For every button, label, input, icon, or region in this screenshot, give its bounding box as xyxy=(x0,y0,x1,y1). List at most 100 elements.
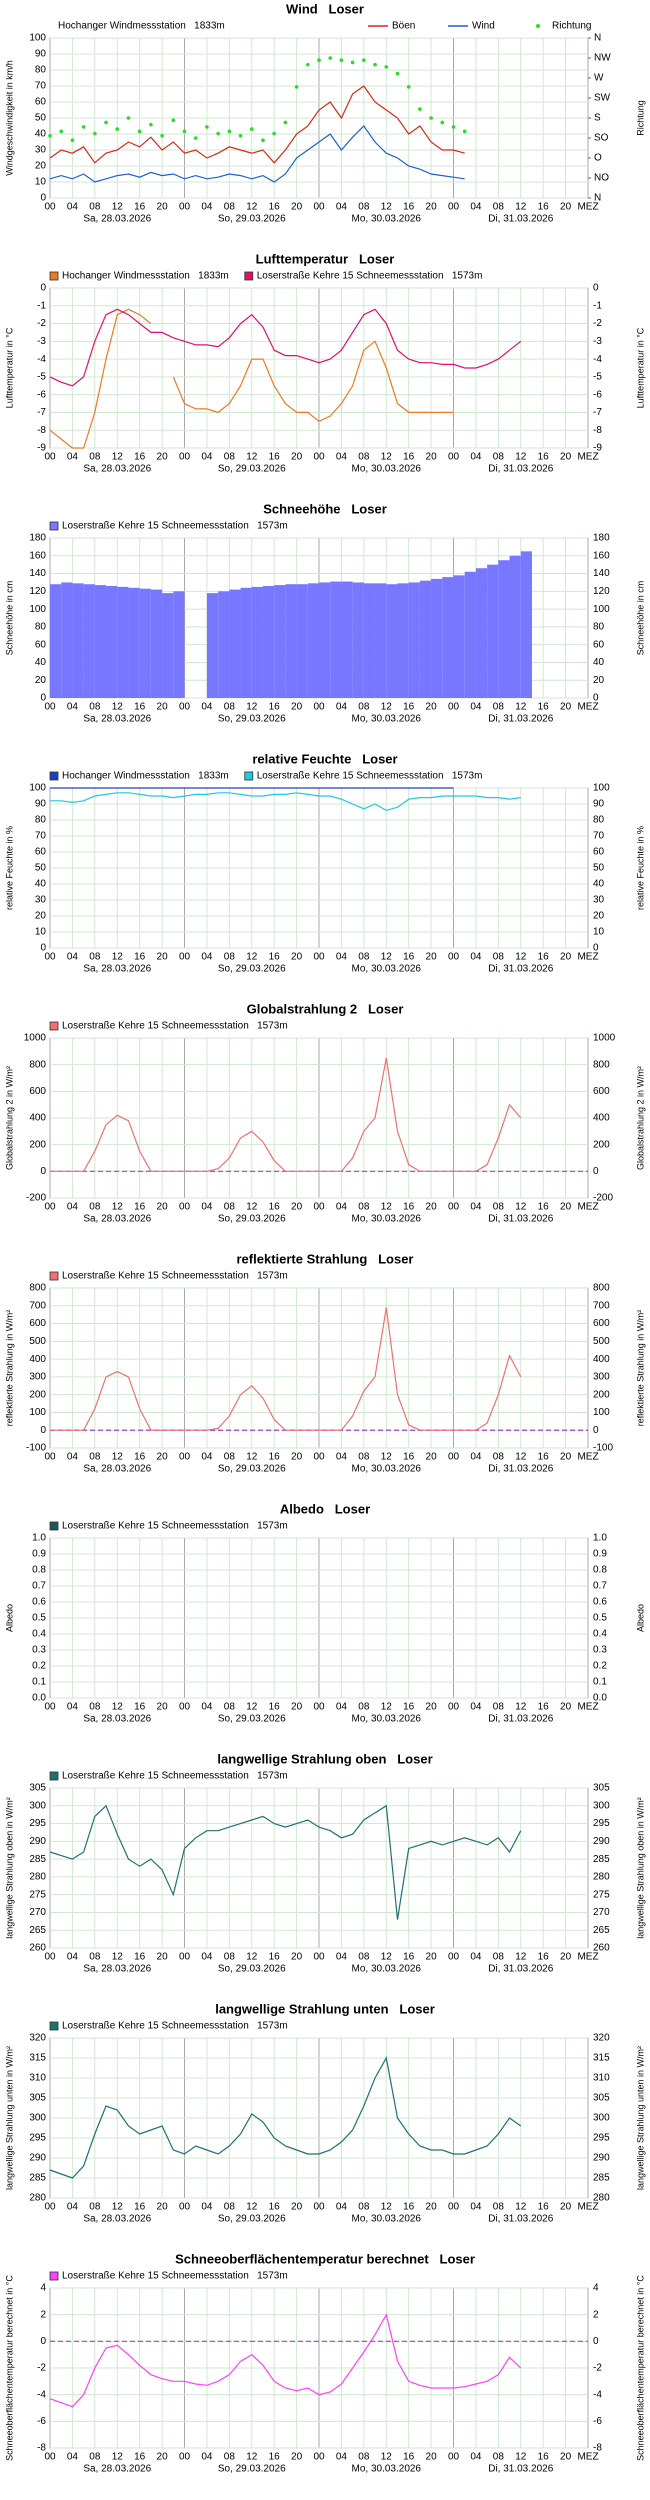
y-tick-label: 0 xyxy=(40,2336,46,2347)
day-label: Sa, 28.03.2026 xyxy=(83,964,151,975)
x-tick-label: 00 xyxy=(179,2202,191,2213)
area-bar xyxy=(229,589,241,698)
x-tick-label: 00 xyxy=(44,1952,56,1963)
x-tick-label: 20 xyxy=(426,202,438,213)
y-tick-label: -200 xyxy=(26,1193,46,1204)
area-bar xyxy=(150,589,163,698)
area-bar xyxy=(117,586,129,698)
y2-tick-label: 0.6 xyxy=(593,1597,607,1608)
day-label: Di, 31.03.2026 xyxy=(488,1214,553,1225)
x-tick-label: 00 xyxy=(179,202,191,213)
y-tick-label: 40 xyxy=(35,657,47,668)
x-tick-label: 16 xyxy=(269,1452,281,1463)
x-tick-label: 04 xyxy=(201,952,213,963)
day-label: So, 29.03.2026 xyxy=(218,964,286,975)
y-tick-label: 290 xyxy=(29,1836,46,1847)
x-tick-label: 04 xyxy=(336,702,348,713)
direction-dot xyxy=(440,120,445,125)
x-tick-label: 00 xyxy=(448,452,460,463)
y-tick-label: 0.4 xyxy=(32,1629,46,1640)
y-tick-label: 80 xyxy=(35,815,47,826)
x-tick-label: 08 xyxy=(493,202,505,213)
y2-tick-label: 1000 xyxy=(593,1033,616,1044)
day-label: Di, 31.03.2026 xyxy=(488,964,553,975)
day-label: Sa, 28.03.2026 xyxy=(83,464,151,475)
y2-tick-label: 0 xyxy=(593,943,599,954)
x-tick-label: 08 xyxy=(493,452,505,463)
y2-tick-label: 0.9 xyxy=(593,1549,607,1560)
y-tick-label: -6 xyxy=(37,2416,46,2427)
x-tick-label: 12 xyxy=(381,2452,393,2463)
day-label: Sa, 28.03.2026 xyxy=(83,2464,151,2475)
x-tick-label: 20 xyxy=(291,202,303,213)
y2-tick-label: 0.2 xyxy=(593,1661,607,1672)
y2-tick-label: 300 xyxy=(593,1800,610,1811)
x-tick-label: 12 xyxy=(381,2202,393,2213)
x-tick-label: 12 xyxy=(515,452,527,463)
area-bar xyxy=(453,575,465,698)
legend-label: Böen xyxy=(392,21,415,32)
x-tick-label: 08 xyxy=(89,1952,101,1963)
area-bar xyxy=(61,582,73,698)
y2-tick-label: 290 xyxy=(593,2153,610,2164)
y-axis-title: Windgeschwindigkeit in km/h xyxy=(4,60,14,176)
x-tick-label: 12 xyxy=(246,452,258,463)
x-tick-label: 12 xyxy=(246,1452,258,1463)
y-axis-title: Albedo xyxy=(4,1604,14,1632)
x-tick-label: 12 xyxy=(112,1702,124,1713)
x-tick-label: 16 xyxy=(538,452,550,463)
y-tick-label: 60 xyxy=(35,847,47,858)
chart-title: Schneehöhe Loser xyxy=(263,501,387,516)
direction-dot xyxy=(429,116,433,120)
x-tick-label: 08 xyxy=(358,702,370,713)
y-axis-title: Lufttemperatur in °C xyxy=(4,327,14,408)
y2-tick-label: 120 xyxy=(593,586,610,597)
x-tick-label: 20 xyxy=(426,952,438,963)
x-tick-label: 08 xyxy=(89,1452,101,1463)
x-tick-label: 08 xyxy=(493,1952,505,1963)
x-tick-label: 20 xyxy=(291,1202,303,1213)
x-tick-label: 04 xyxy=(67,2202,79,2213)
chart-panel: Albedo Loser 00 04 08 12 16 20 00 04 08 12 16 20 00 04… xyxy=(4,1501,645,1724)
y-tick-label: 10 xyxy=(35,177,47,188)
x-tick-label: 20 xyxy=(426,702,438,713)
x-tick-label: 16 xyxy=(269,952,281,963)
area-bar xyxy=(83,584,95,698)
y2-tick-label: 400 xyxy=(593,1113,610,1124)
y-axis-title: Globalstrahlung 2 in W/m² xyxy=(4,1066,14,1170)
y2-tick-label: 295 xyxy=(593,1818,610,1829)
x-tick-label: 16 xyxy=(403,2202,415,2213)
y-tick-label: 90 xyxy=(35,49,47,60)
legend-label: Wind xyxy=(472,21,495,32)
y2-tick-label: 100 xyxy=(593,604,610,615)
day-label: Mo, 30.03.2026 xyxy=(352,464,422,475)
x-tick-label: 16 xyxy=(269,1202,281,1213)
x-tick-label: 16 xyxy=(134,1202,146,1213)
y2-tick-label: -2 xyxy=(593,2363,602,2374)
day-label: Mo, 30.03.2026 xyxy=(352,1464,422,1475)
x-tick-label: 20 xyxy=(157,702,169,713)
x-tick-label: 00 xyxy=(448,1202,460,1213)
y2-axis-title: reflektierte Strahlung in W/m² xyxy=(635,1310,645,1427)
y-tick-label: 275 xyxy=(29,1889,46,1900)
x-tick-label: 20 xyxy=(291,952,303,963)
x-tick-label: 20 xyxy=(560,1202,572,1213)
series-line xyxy=(49,2313,522,2408)
y2-tick-label: 300 xyxy=(593,1372,610,1383)
day-label: So, 29.03.2026 xyxy=(218,1464,286,1475)
x-tick-label: 16 xyxy=(269,1952,281,1963)
x-tick-label: 00 xyxy=(179,1952,191,1963)
legend-swatch xyxy=(49,2271,59,2281)
y-tick-label: 260 xyxy=(29,1943,46,1954)
x-tick-label: 12 xyxy=(112,952,124,963)
day-label: Sa, 28.03.2026 xyxy=(83,1714,151,1725)
y-tick-label: 1000 xyxy=(24,1033,47,1044)
x-tick-label: 04 xyxy=(336,2202,348,2213)
x-tick-label: MEZ xyxy=(577,952,598,963)
y2-tick-label: 140 xyxy=(593,568,610,579)
x-tick-label: 20 xyxy=(157,452,169,463)
y-tick-label: 295 xyxy=(29,2133,46,2144)
x-tick-label: 00 xyxy=(313,1702,325,1713)
x-tick-label: 08 xyxy=(89,202,101,213)
